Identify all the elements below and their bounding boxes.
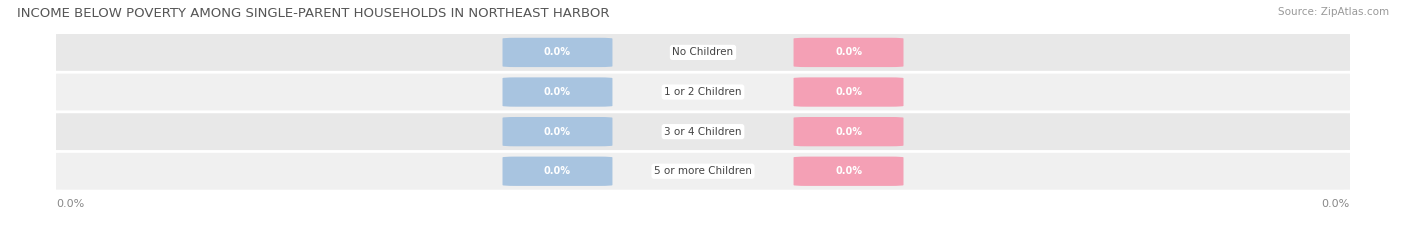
Text: 0.0%: 0.0%: [835, 48, 862, 57]
Text: 5 or more Children: 5 or more Children: [654, 166, 752, 176]
FancyBboxPatch shape: [793, 157, 904, 186]
Text: 3 or 4 Children: 3 or 4 Children: [664, 127, 742, 137]
Text: Source: ZipAtlas.com: Source: ZipAtlas.com: [1278, 7, 1389, 17]
Text: 0.0%: 0.0%: [544, 127, 571, 137]
Text: 0.0%: 0.0%: [56, 199, 84, 209]
Text: 0.0%: 0.0%: [835, 87, 862, 97]
FancyBboxPatch shape: [37, 113, 1369, 150]
FancyBboxPatch shape: [793, 117, 904, 146]
FancyBboxPatch shape: [793, 38, 904, 67]
FancyBboxPatch shape: [793, 77, 904, 107]
Text: 0.0%: 0.0%: [835, 166, 862, 176]
Text: No Children: No Children: [672, 48, 734, 57]
Text: 0.0%: 0.0%: [544, 48, 571, 57]
FancyBboxPatch shape: [502, 157, 613, 186]
Text: 0.0%: 0.0%: [835, 127, 862, 137]
Text: 0.0%: 0.0%: [544, 87, 571, 97]
FancyBboxPatch shape: [37, 153, 1369, 190]
FancyBboxPatch shape: [37, 74, 1369, 110]
Text: 1 or 2 Children: 1 or 2 Children: [664, 87, 742, 97]
FancyBboxPatch shape: [502, 117, 613, 146]
Text: 0.0%: 0.0%: [1322, 199, 1350, 209]
Text: 0.0%: 0.0%: [544, 166, 571, 176]
FancyBboxPatch shape: [502, 38, 613, 67]
Text: INCOME BELOW POVERTY AMONG SINGLE-PARENT HOUSEHOLDS IN NORTHEAST HARBOR: INCOME BELOW POVERTY AMONG SINGLE-PARENT…: [17, 7, 609, 20]
FancyBboxPatch shape: [37, 34, 1369, 71]
FancyBboxPatch shape: [502, 77, 613, 107]
